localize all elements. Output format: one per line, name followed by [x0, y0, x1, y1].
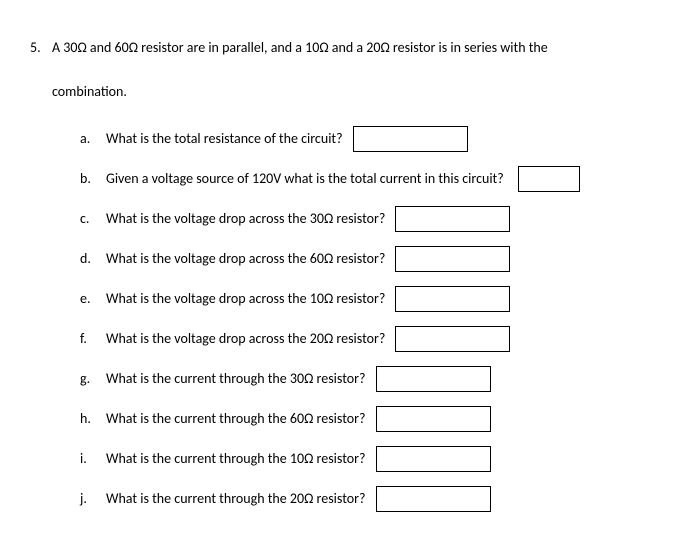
part-text: What is the total resistance of the circ… [106, 129, 343, 149]
part-text: What is the current through the 60Ω resi… [106, 409, 366, 429]
part-g: g. What is the current through the 30Ω r… [80, 359, 670, 399]
answer-input[interactable] [518, 166, 580, 192]
answer-input[interactable] [395, 246, 510, 272]
part-letter: f. [80, 329, 106, 349]
question-body: A 30Ω and 60Ω resistor are in parallel, … [52, 38, 670, 519]
answer-input[interactable] [395, 326, 510, 352]
part-h: h. What is the current through the 60Ω r… [80, 399, 670, 439]
part-letter: d. [80, 249, 106, 269]
page: 5. A 30Ω and 60Ω resistor are in paralle… [0, 0, 700, 539]
part-text: What is the current through the 10Ω resi… [106, 449, 366, 469]
subparts-list: a. What is the total resistance of the c… [52, 119, 670, 519]
answer-input[interactable] [395, 206, 510, 232]
part-b: b. Given a voltage source of 120V what i… [80, 159, 670, 199]
part-j: j. What is the current through the 20Ω r… [80, 479, 670, 519]
answer-input[interactable] [376, 406, 491, 432]
part-a: a. What is the total resistance of the c… [80, 119, 670, 159]
part-text: What is the voltage drop across the 10Ω … [106, 289, 385, 309]
part-letter: c. [80, 209, 106, 229]
part-letter: h. [80, 409, 106, 429]
part-letter: b. [80, 169, 106, 189]
part-i: i. What is the current through the 10Ω r… [80, 439, 670, 479]
part-letter: g. [80, 369, 106, 389]
question-stem: 5. A 30Ω and 60Ω resistor are in paralle… [30, 38, 670, 519]
part-text: What is the voltage drop across the 20Ω … [106, 329, 385, 349]
part-text: What is the voltage drop across the 30Ω … [106, 209, 385, 229]
answer-input[interactable] [353, 126, 468, 152]
part-c: c. What is the voltage drop across the 3… [80, 199, 670, 239]
part-letter: i. [80, 449, 106, 469]
answer-input[interactable] [376, 366, 491, 392]
answer-input[interactable] [376, 446, 491, 472]
question-number: 5. [30, 38, 52, 58]
part-letter: a. [80, 129, 106, 149]
stem-line-1: A 30Ω and 60Ω resistor are in parallel, … [52, 38, 670, 58]
part-text: What is the voltage drop across the 60Ω … [106, 249, 385, 269]
answer-input[interactable] [376, 486, 491, 512]
part-d: d. What is the voltage drop across the 6… [80, 239, 670, 279]
part-e: e. What is the voltage drop across the 1… [80, 279, 670, 319]
answer-input[interactable] [395, 286, 510, 312]
part-letter: j. [80, 489, 106, 509]
part-letter: e. [80, 289, 106, 309]
part-text: Given a voltage source of 120V what is t… [106, 169, 504, 189]
part-text: What is the current through the 30Ω resi… [106, 369, 366, 389]
stem-line-2: combination. [52, 82, 670, 102]
part-f: f. What is the voltage drop across the 2… [80, 319, 670, 359]
part-text: What is the current through the 20Ω resi… [106, 489, 366, 509]
